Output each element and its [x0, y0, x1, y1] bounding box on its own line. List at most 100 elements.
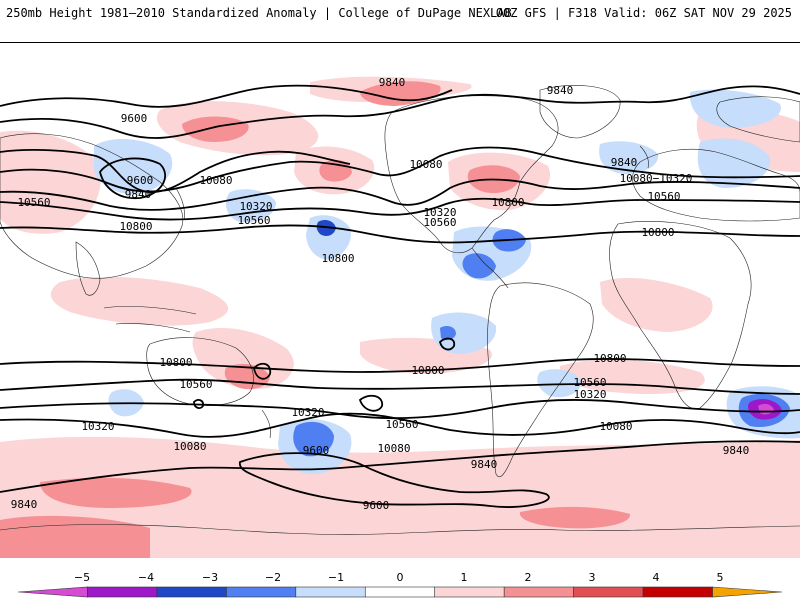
height-contours: [0, 84, 800, 508]
anomaly-equatorial-neg2: [440, 326, 456, 341]
contour-10320-north: [0, 178, 800, 211]
coastline-south-america: [487, 282, 594, 478]
contour-labels: 9840 9600 9840 9600 9840 10080 10560 103…: [11, 76, 750, 512]
colorbar-swatch: [642, 586, 713, 598]
colorbar-swatch: [364, 586, 436, 598]
contour-label: 10560: [385, 418, 418, 431]
coastline-asia: [0, 133, 184, 279]
colorbar-swatch: [87, 586, 158, 598]
contour-label: 9840: [379, 76, 406, 89]
contour-10560-north: [0, 197, 800, 221]
contour-10080-north: [0, 146, 800, 193]
anomaly-pacific-pos2: [182, 116, 249, 142]
anomaly-siberia-neg: [94, 139, 173, 195]
coastline-australia: [146, 337, 254, 406]
contour-label: 10800: [491, 196, 524, 209]
colorbar-tick: −2: [265, 571, 281, 584]
colorbar-swatch: [434, 586, 505, 598]
anomaly-southern-atlantic-pos: [560, 359, 705, 394]
contour-label: 10800: [641, 226, 674, 239]
contour-label: 10560: [573, 376, 606, 389]
coastline-asia-east: [716, 96, 800, 143]
colorbar-swatches: [17, 586, 783, 598]
contour-label: 10560: [237, 214, 270, 227]
contour-10080-south: [0, 412, 800, 438]
contour-label: 10800: [119, 220, 152, 233]
anomaly-antarctic-pos3: [519, 506, 631, 529]
header-title: 250mb Height 1981–2010 Standardized Anom…: [6, 6, 512, 20]
colorbar-tick: −4: [138, 571, 154, 584]
anomaly-europe-neg: [689, 89, 781, 128]
contour-10800-south: [0, 358, 800, 373]
contour-label: 10320: [239, 200, 272, 213]
coastline-north-america: [384, 95, 559, 254]
anomaly-south-pacific-neg2: [293, 421, 334, 457]
colorbar-tick: −3: [202, 571, 218, 584]
contour-10800-islet2: [439, 337, 456, 351]
coastline-japan: [175, 187, 185, 221]
contour-label: 10080: [173, 440, 206, 453]
coastline-new-zealand: [261, 409, 271, 439]
contour-10320-south: [0, 399, 800, 420]
colorbar-tick: 3: [589, 571, 596, 584]
contour-label: 10560: [647, 190, 680, 203]
contour-label: 9600: [127, 174, 154, 187]
contour-9600-arctic: [0, 84, 453, 108]
contour-label: 10560: [423, 216, 456, 229]
contour-label: 10800: [321, 252, 354, 265]
contour-label: 9840: [723, 444, 750, 457]
coastline-central-america: [471, 247, 509, 289]
coastline-africa: [609, 221, 752, 410]
header-valid-time: 00Z GFS | F318 Valid: 06Z SAT NOV 29 202…: [495, 6, 792, 20]
anomaly-indian-pos: [50, 276, 229, 326]
colorbar-tick: 5: [717, 571, 724, 584]
anomaly-scandinavia-neg: [697, 138, 771, 188]
contour-10320-islet: [193, 399, 204, 409]
contour-label: 10560: [179, 378, 212, 391]
contour-label: 10080−10320: [620, 172, 693, 185]
colorbar-swatch: [17, 586, 88, 598]
contour-10800-islet: [253, 362, 272, 380]
contour-label: 10800: [411, 364, 444, 377]
contour-label: 10080: [199, 174, 232, 187]
colorbar-swatch: [503, 586, 574, 598]
colorbar-tick: −5: [74, 571, 90, 584]
colorbar-tick-labels: −5 −4 −3 −2 −1 0 1 2 3 4 5: [74, 571, 724, 584]
contour-9600-south: [238, 452, 550, 508]
anomaly-antarctic-pos2: [40, 477, 192, 508]
contour-label: 9840: [11, 498, 38, 511]
coastlines: [0, 85, 800, 535]
colorbar-tick: −1: [328, 571, 344, 584]
colorbar-swatch: [156, 586, 227, 598]
colorbar-tick: 1: [461, 571, 468, 584]
contour-label: 10080: [409, 158, 442, 171]
anomaly-gulf-neg2: [462, 253, 496, 279]
contour-10560-islet: [358, 394, 383, 412]
anomaly-australia-pos: [192, 327, 294, 389]
coastline-antarctica: [0, 524, 800, 535]
colorbar-swatch: [226, 586, 297, 598]
colorbar-tick: 0: [397, 571, 404, 584]
contour-9840-south: [0, 440, 800, 493]
colorbar-swatch: [712, 586, 783, 598]
contour-9840-north: [0, 85, 800, 139]
contour-label: 10560: [17, 196, 50, 209]
contour-label: 9600: [303, 444, 330, 457]
contour-label: 10320: [291, 406, 324, 419]
contour-label: 9600: [121, 112, 148, 125]
contour-label: 10080: [599, 420, 632, 433]
contour-9840-siberia: [0, 149, 351, 194]
coastline-uk: [639, 145, 649, 169]
contour-label: 10320: [423, 206, 456, 219]
coastline-india: [75, 241, 101, 296]
contour-label: 10320: [81, 420, 114, 433]
anomaly-map: 9840 9600 9840 9600 9840 10080 10560 103…: [0, 76, 800, 558]
anomaly-atlantic-pos: [600, 277, 713, 332]
colorbar-swatch: [573, 586, 644, 598]
colorbar-swatch: [295, 586, 366, 598]
contour-label: 9840: [471, 458, 498, 471]
anomaly-equatorial-neg: [431, 312, 497, 354]
contour-label: 9840: [611, 156, 638, 169]
contour-label: 9600: [363, 499, 390, 512]
contour-label: 10080: [377, 442, 410, 455]
